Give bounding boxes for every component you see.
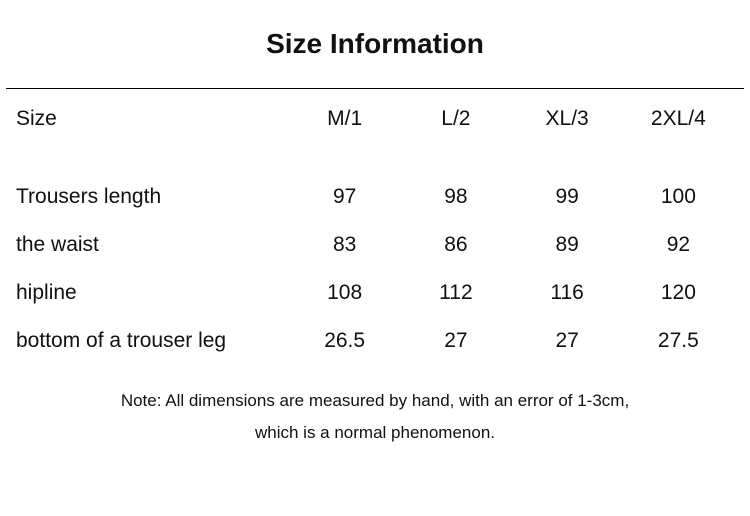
cell: 27 xyxy=(400,317,511,365)
table-row: hipline 108 112 116 120 xyxy=(16,269,734,317)
cell: 27 xyxy=(512,317,623,365)
cell: 27.5 xyxy=(623,317,734,365)
size-table-container: Size M/1 L/2 XL/3 2XL/4 Trousers length … xyxy=(0,89,750,365)
cell: 92 xyxy=(623,221,734,269)
footnote: Note: All dimensions are measured by han… xyxy=(0,365,750,450)
table-row: the waist 83 86 89 92 xyxy=(16,221,734,269)
cell: 100 xyxy=(623,173,734,221)
table-row: bottom of a trouser leg 26.5 27 27 27.5 xyxy=(16,317,734,365)
row-label: Trousers length xyxy=(16,173,289,221)
header-col-1: L/2 xyxy=(400,89,511,173)
row-label: the waist xyxy=(16,221,289,269)
table-header-row: Size M/1 L/2 XL/3 2XL/4 xyxy=(16,89,734,173)
cell: 97 xyxy=(289,173,400,221)
cell: 89 xyxy=(512,221,623,269)
footnote-line-2: which is a normal phenomenon. xyxy=(255,423,495,442)
cell: 83 xyxy=(289,221,400,269)
header-col-0: M/1 xyxy=(289,89,400,173)
cell: 99 xyxy=(512,173,623,221)
cell: 26.5 xyxy=(289,317,400,365)
table-row: Trousers length 97 98 99 100 xyxy=(16,173,734,221)
cell: 108 xyxy=(289,269,400,317)
cell: 98 xyxy=(400,173,511,221)
cell: 120 xyxy=(623,269,734,317)
cell: 116 xyxy=(512,269,623,317)
cell: 112 xyxy=(400,269,511,317)
header-col-2: XL/3 xyxy=(512,89,623,173)
footnote-line-1: Note: All dimensions are measured by han… xyxy=(121,391,629,410)
size-table: Size M/1 L/2 XL/3 2XL/4 Trousers length … xyxy=(16,89,734,365)
header-label: Size xyxy=(16,89,289,173)
row-label: hipline xyxy=(16,269,289,317)
page-title: Size Information xyxy=(0,0,750,88)
cell: 86 xyxy=(400,221,511,269)
row-label: bottom of a trouser leg xyxy=(16,317,289,365)
header-col-3: 2XL/4 xyxy=(623,89,734,173)
